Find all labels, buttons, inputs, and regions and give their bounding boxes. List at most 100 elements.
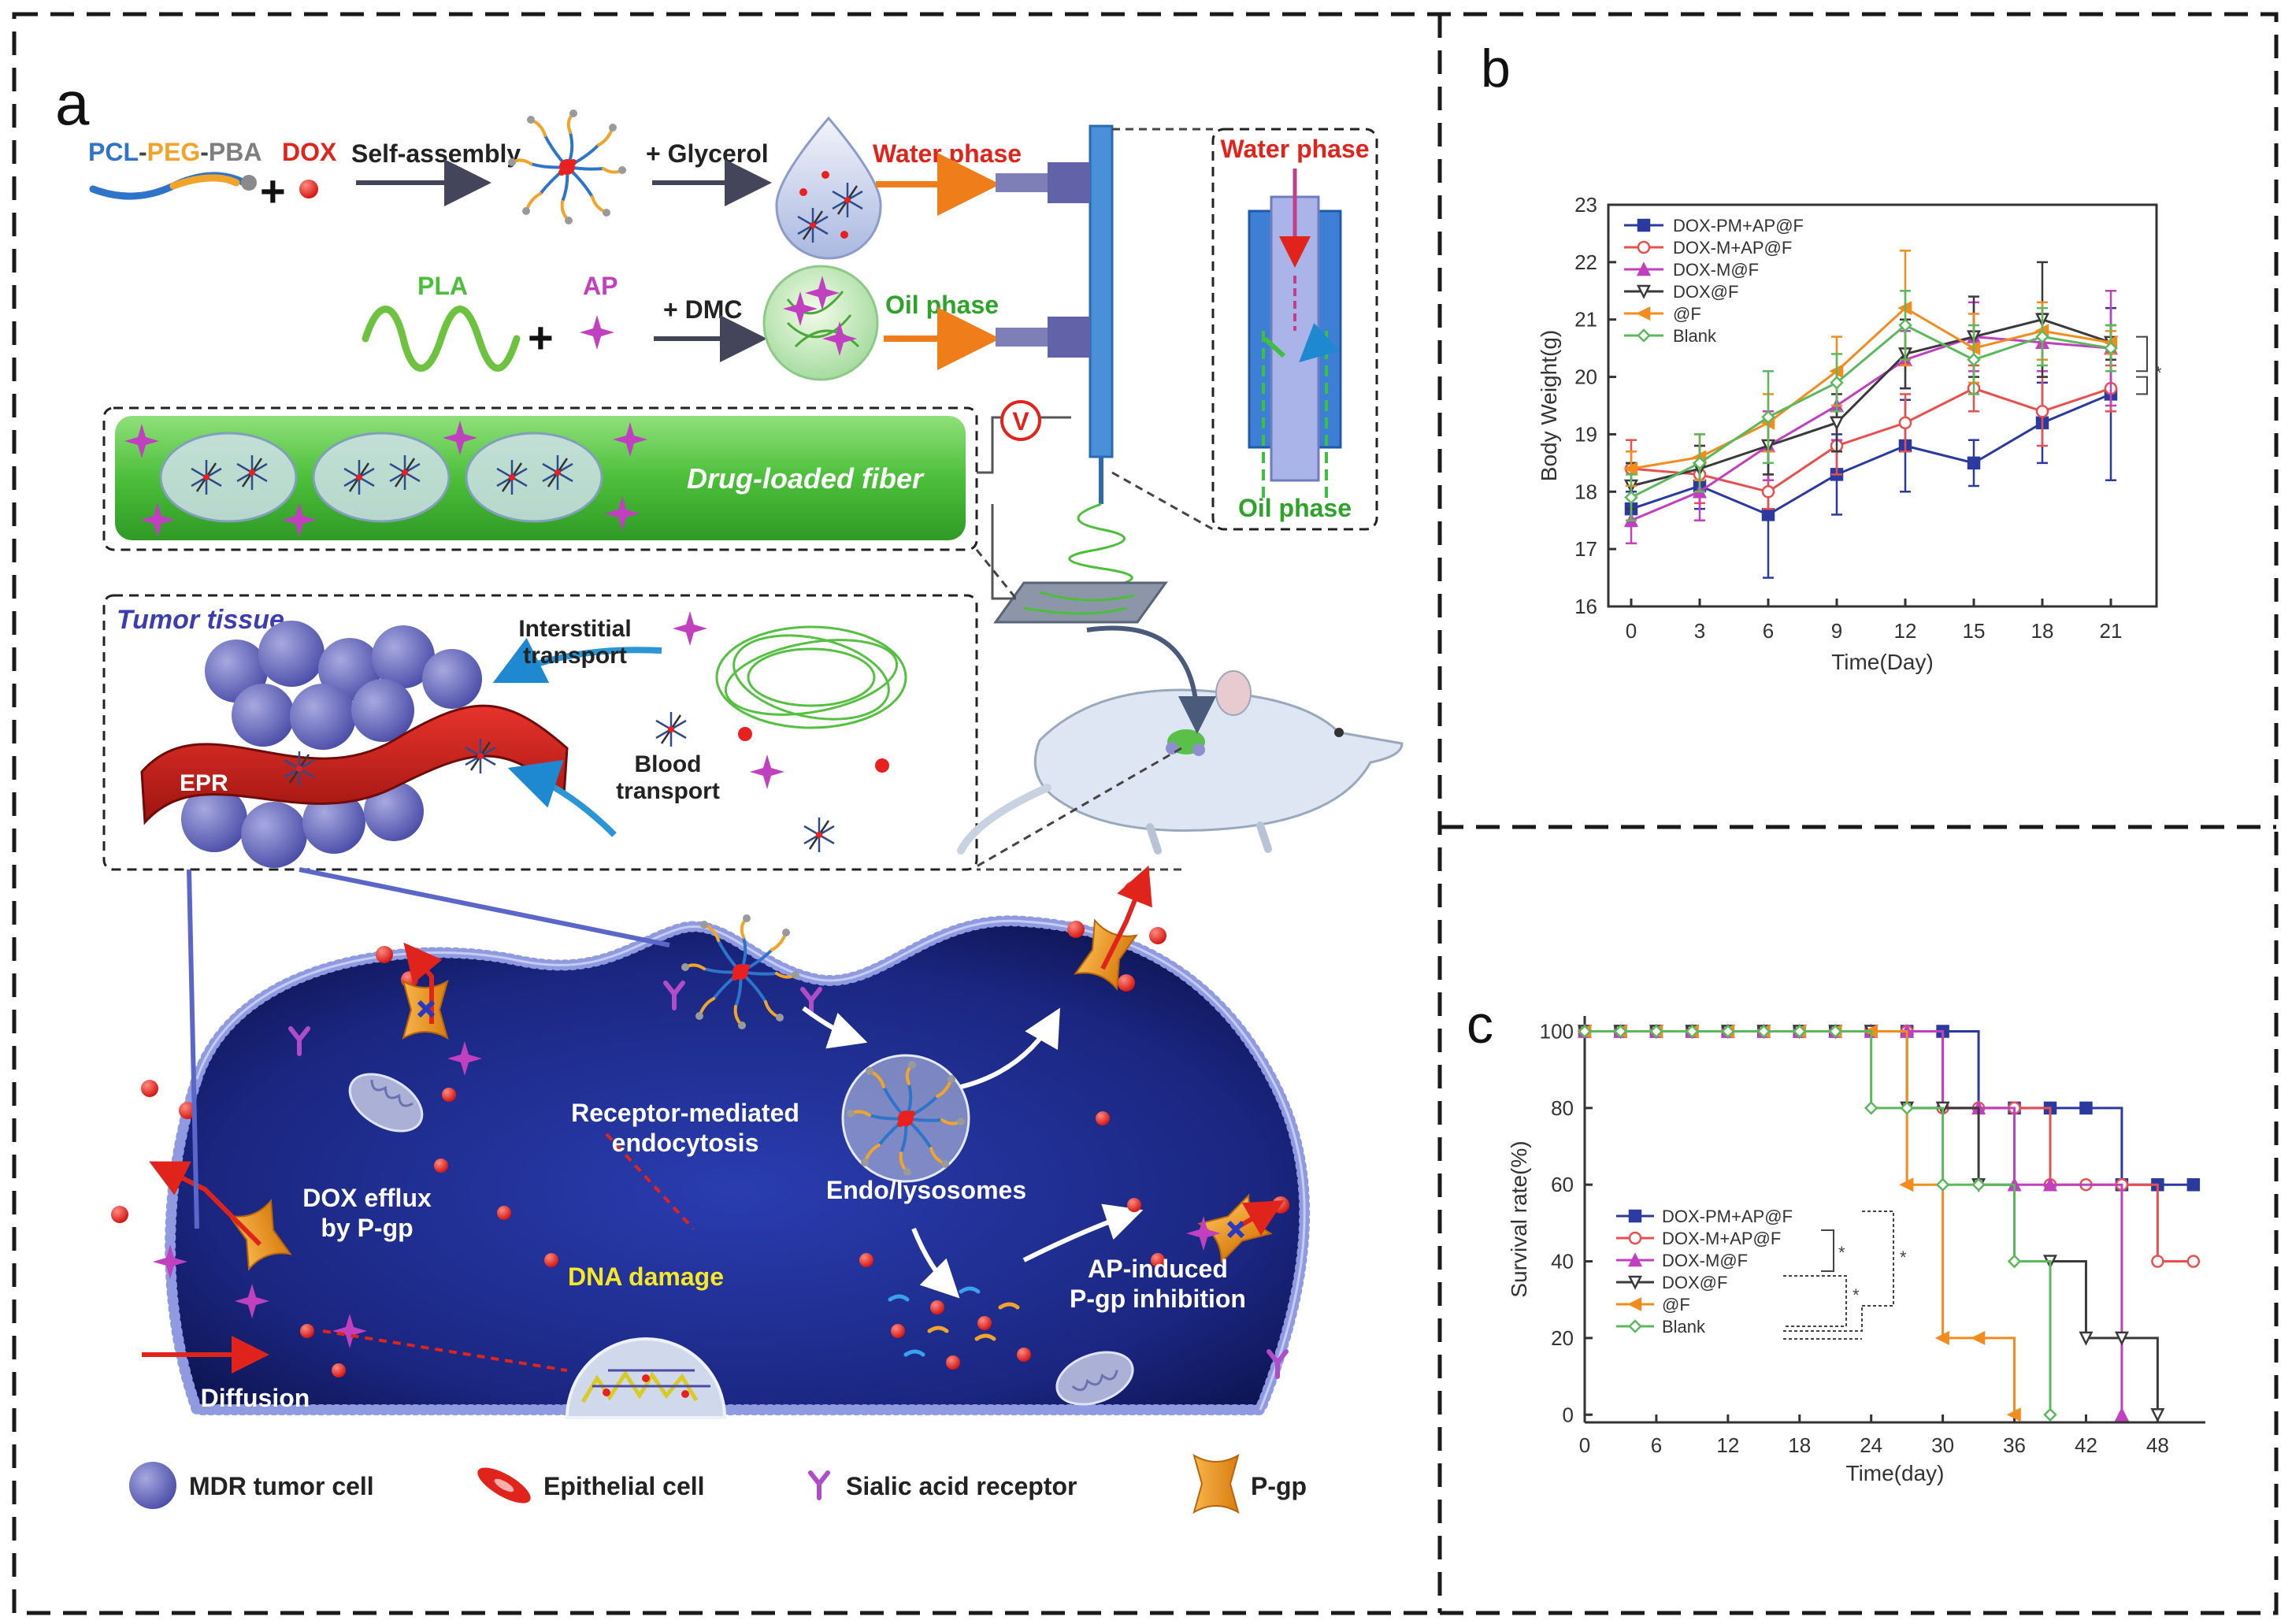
data-point — [1613, 1024, 1628, 1039]
series-5: Blank — [1578, 1024, 2057, 1422]
data-point — [1829, 416, 1845, 431]
zoom-line-left — [187, 869, 199, 1229]
data-point — [1830, 376, 1844, 390]
tumor-inset: Tumor tissue EPR Interstitial transport B… — [102, 594, 978, 871]
x-tick-label: 3 — [1694, 619, 1705, 643]
x-axis-label: Time(Day) — [1831, 650, 1934, 674]
fiber-compartment — [159, 432, 298, 523]
epr-label: EPR — [180, 770, 228, 796]
voltage-source-icon — [1000, 400, 1041, 441]
data-point — [2151, 1255, 2164, 1268]
collector-plate — [993, 581, 1168, 624]
y-tick-label: 100 — [1540, 1019, 1574, 1043]
blood-transport-arrow — [507, 759, 617, 837]
oil-droplet-icon — [762, 265, 879, 381]
release-arrow — [911, 1227, 960, 1299]
epithelial-nucleus-icon — [494, 1478, 514, 1492]
series-line — [1630, 387, 2112, 493]
receptor-mediated-label: Receptor-mediated endocytosis — [571, 1099, 799, 1157]
data-point — [1693, 456, 1707, 470]
inhibition-line-2: P-gp inhibition — [1070, 1285, 1246, 1313]
y-tick-label: 20 — [1574, 365, 1597, 389]
electrospinning-device: V — [961, 124, 1168, 624]
x-tick-label: 6 — [1763, 619, 1774, 643]
data-point — [1967, 352, 1981, 367]
legend-marker — [1637, 240, 1651, 254]
label-dmc: + DMC — [663, 295, 742, 324]
x-tick-label: 12 — [1716, 1433, 1739, 1457]
legend-marker — [1636, 284, 1652, 299]
legend-marker — [1627, 1252, 1643, 1267]
fiber-compartment — [465, 432, 603, 523]
legend-marker — [1636, 306, 1651, 321]
data-point — [1623, 462, 1638, 476]
series-line — [1630, 318, 2112, 488]
tumor-cells-cluster — [181, 621, 482, 868]
bracket — [2136, 376, 2148, 395]
dox-efflux-label: DOX efflux by P-gp — [302, 1184, 432, 1242]
y-tick-label: 16 — [1574, 595, 1597, 618]
efflux-line-1: DOX efflux — [302, 1184, 432, 1212]
significance-star: * — [1900, 1248, 1907, 1267]
bracket — [2136, 336, 2148, 373]
panel-c: c 0 6 12 18 24 30 36 42 48 0 20 40 60 80 100 Time(day) S… — [1467, 995, 2205, 1485]
label-water-phase: Water phase — [873, 139, 1022, 168]
fiber-inset-connector — [975, 549, 1018, 599]
panel-a-legend: MDR tumor cell Epithelial cell Sialic ac… — [129, 1455, 1307, 1513]
implant-arrow — [1086, 625, 1216, 734]
blood-line-1: Blood — [635, 751, 702, 777]
endocytosis-arrow — [802, 1006, 868, 1049]
data-point — [1721, 1024, 1735, 1039]
x-tick-label: 18 — [2031, 619, 2054, 643]
efflux-line-2: by P-gp — [321, 1214, 413, 1242]
nozzle-water-label: Water phase — [1220, 135, 1369, 163]
x-tick-label: 42 — [2075, 1433, 2097, 1457]
legend-label: Epithelial cell — [543, 1472, 705, 1500]
bracket — [1783, 1275, 1847, 1327]
legend-label: Sialic acid receptor — [846, 1472, 1077, 1500]
receptor-line-1: Receptor-mediated — [571, 1099, 799, 1127]
legend-marker — [1627, 1296, 1642, 1312]
collected-fibers — [1023, 591, 1135, 615]
series-line — [1630, 324, 2112, 499]
legend-marker — [1636, 261, 1652, 276]
label-glycerol: + Glycerol — [646, 139, 769, 168]
y-tick-label: 20 — [1551, 1326, 1574, 1350]
electrospinning-jet — [1068, 502, 1133, 591]
inset-connector-bottom — [1111, 471, 1214, 531]
diffusion-label: Diffusion — [201, 1384, 310, 1412]
oil-flow-arrows — [1263, 339, 1325, 356]
legend-mdr-tumor-cell: MDR tumor cell — [129, 1462, 374, 1509]
released-fragments — [888, 1286, 1020, 1357]
inhibited-mark-icon — [417, 999, 436, 1018]
label-pba: PBA — [209, 138, 262, 166]
data-point — [1793, 1024, 1807, 1039]
dox-path-dashed — [605, 1133, 695, 1230]
y-tick-label: 19 — [1574, 422, 1597, 446]
efflux-arrow — [403, 942, 443, 1024]
x-tick-label: 24 — [1860, 1433, 1882, 1457]
efflux-arrow — [1100, 865, 1152, 970]
syringe-column — [1089, 124, 1114, 458]
legend-label: DOX-PM+AP@F — [1662, 1207, 1793, 1226]
blood-transport-label: Blood transport — [616, 751, 720, 804]
legend-label: DOX-PM+AP@F — [1673, 216, 1804, 235]
efflux-arrow — [149, 1161, 262, 1247]
data-point — [2114, 1407, 2129, 1422]
data-point — [1761, 410, 1775, 425]
tumor-cell-membrane — [165, 915, 1311, 1415]
y-tick-label: 18 — [1574, 480, 1597, 503]
label-oil-phase: Oil phase — [885, 291, 999, 319]
series-5: Blank — [1624, 290, 2118, 521]
data-point — [1649, 1024, 1663, 1039]
x-axis-label: Time(day) — [1846, 1461, 1945, 1485]
legend-label: Blank — [1662, 1317, 1706, 1337]
x-tick-label: 15 — [1963, 619, 1986, 643]
y-tick-label: 40 — [1551, 1250, 1574, 1274]
oil-droplet-fibers — [786, 291, 860, 348]
data-point — [2079, 1331, 2094, 1346]
fiber-compartment — [312, 432, 451, 523]
dox-dot-icon — [840, 231, 848, 239]
